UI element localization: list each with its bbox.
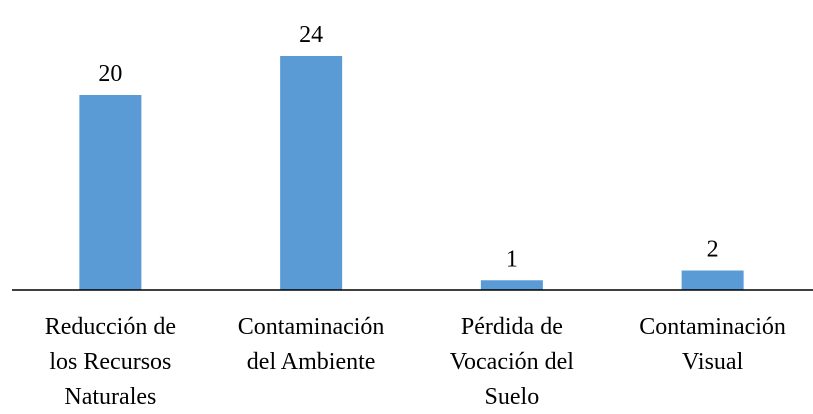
value-label: 24 — [299, 22, 323, 48]
bar — [79, 95, 142, 290]
value-label: 1 — [506, 246, 518, 272]
bar — [280, 56, 343, 290]
bar — [480, 280, 543, 290]
value-label: 20 — [98, 61, 122, 87]
bar — [681, 270, 744, 290]
x-tick-label: Reducción de los Recursos Naturales — [44, 314, 177, 410]
x-tick-label: Pérdida de Vocación del Suelo — [449, 314, 574, 410]
x-tick-label: Contaminación del Ambiente — [237, 314, 385, 375]
value-label: 2 — [707, 237, 719, 263]
x-tick-label: Contaminación Visual — [639, 314, 786, 375]
